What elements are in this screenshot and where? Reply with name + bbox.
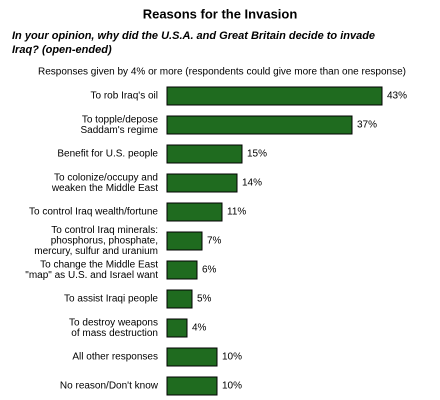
subtitle-line: In your opinion, why did the U.S.A. and … bbox=[12, 30, 375, 42]
category-label: of mass destruction bbox=[71, 328, 158, 339]
value-label: 43% bbox=[387, 91, 407, 102]
value-label: 10% bbox=[222, 352, 242, 363]
category-label: Saddam's regime bbox=[81, 125, 159, 136]
category-label: phosphorus, phosphate, bbox=[51, 236, 158, 247]
bar bbox=[166, 86, 383, 106]
value-label: 4% bbox=[192, 323, 207, 334]
bar bbox=[166, 376, 218, 396]
category-label: All other responses bbox=[72, 352, 158, 363]
value-label: 7% bbox=[207, 236, 222, 247]
value-label: 10% bbox=[222, 381, 242, 392]
category-label: "map" as U.S. and Israel want bbox=[25, 270, 158, 281]
value-label: 15% bbox=[247, 149, 267, 160]
bar bbox=[166, 347, 218, 367]
subtitle-line: Iraq? (open-ended) bbox=[12, 44, 112, 56]
category-label: No reason/Don't know bbox=[60, 381, 159, 392]
chart-title: Reasons for the Invasion bbox=[143, 6, 298, 21]
category-label: mercury, sulfur and uranium bbox=[34, 246, 158, 257]
category-label: To assist Iraqi people bbox=[64, 294, 158, 305]
category-label: To topple/depose bbox=[82, 114, 159, 125]
bar bbox=[166, 115, 353, 135]
category-label: To rob Iraq's oil bbox=[91, 91, 159, 102]
bar bbox=[166, 318, 188, 338]
value-label: 6% bbox=[202, 265, 217, 276]
category-label: To control Iraq minerals: bbox=[51, 225, 158, 236]
bar bbox=[166, 260, 198, 280]
category-label: Benefit for U.S. people bbox=[57, 149, 158, 160]
category-label: To change the Middle East bbox=[40, 259, 158, 270]
bar bbox=[166, 202, 223, 222]
value-label: 37% bbox=[357, 120, 377, 131]
bar bbox=[166, 289, 193, 309]
note: Responses given by 4% or more (responden… bbox=[38, 67, 406, 78]
bar bbox=[166, 144, 243, 164]
value-label: 5% bbox=[197, 294, 212, 305]
bar bbox=[166, 173, 238, 193]
category-label: weaken the Middle East bbox=[51, 183, 158, 194]
value-label: 14% bbox=[242, 178, 262, 189]
bar bbox=[166, 231, 203, 251]
category-label: To colonize/occupy and bbox=[54, 172, 158, 183]
value-label: 11% bbox=[227, 207, 246, 218]
category-label: To control Iraq wealth/fortune bbox=[29, 207, 158, 218]
category-label: To destroy weapons bbox=[69, 317, 158, 328]
